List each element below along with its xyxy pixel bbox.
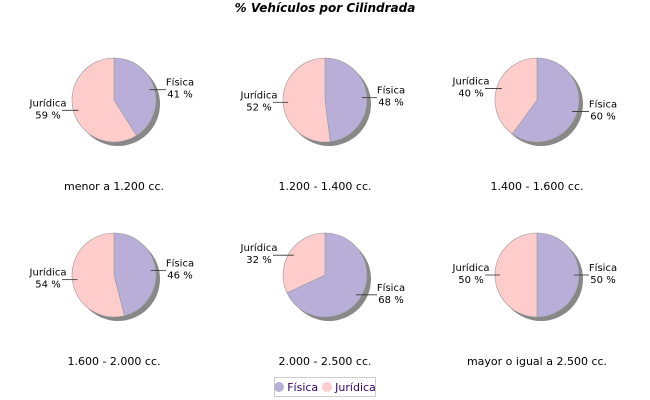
slice-label-name: Jurídica [452,262,490,274]
slice-label-name: Jurídica [29,97,67,109]
legend-item-juridica: Jurídica [322,381,376,394]
slice-label-value: 41 % [167,90,192,101]
pie-caption: 1.600 - 2.000 cc. [67,355,160,368]
slice-label-name: Jurídica [240,89,278,101]
pie-slice-juridica [494,57,538,135]
slice-label-name: Física [166,257,194,269]
legend-item-fisica: Física [274,381,318,394]
slice-label-value: 32 % [246,255,271,266]
pie-slice-fisica [511,57,580,143]
legend-label: Jurídica [335,380,376,394]
legend: Física Jurídica [274,377,376,397]
slice-label-value: 50 % [590,275,615,286]
legend-label: Física [287,380,319,394]
slice-label-value: 46 % [167,270,192,281]
pie-slice-juridica [494,232,538,318]
pie-slice-fisica [286,232,368,318]
slice-label-value: 68 % [378,295,403,306]
slice-label-value: 48 % [378,98,403,109]
slice-label-value: 54 % [35,280,60,291]
legend-swatch [322,382,333,392]
slice-label-value: 52 % [246,102,271,113]
slice-label-value: 50 % [458,275,483,286]
pie-slice-juridica [282,57,331,143]
legend-swatch [274,382,285,392]
pie-slice-fisica [113,232,157,317]
pie-slice-juridica [71,57,137,143]
slice-label-value: 40 % [458,89,483,100]
pie-caption: 1.200 - 1.400 cc. [278,180,371,193]
slice-label-name: Jurídica [240,242,278,254]
slice-label-name: Física [589,262,617,274]
chart-title: % Vehículos por Cilindrada [234,1,416,15]
pie-caption: 1.400 - 1.600 cc. [490,180,583,193]
slice-label-name: Física [589,98,617,110]
slice-label-name: Jurídica [452,76,490,88]
slice-label-value: 59 % [35,110,60,121]
pie-caption: 2.000 - 2.500 cc. [278,355,371,368]
pie-slice-juridica [282,232,326,294]
slice-label-name: Jurídica [29,267,67,279]
slice-label-name: Física [377,85,405,97]
pie-caption: menor a 1.200 cc. [64,180,164,193]
slice-label-name: Física [166,77,194,89]
slice-label-value: 60 % [590,111,615,122]
slice-label-name: Física [377,282,405,294]
pie-caption: mayor o igual a 2.500 cc. [467,355,607,368]
pie-slice-juridica [71,232,125,318]
